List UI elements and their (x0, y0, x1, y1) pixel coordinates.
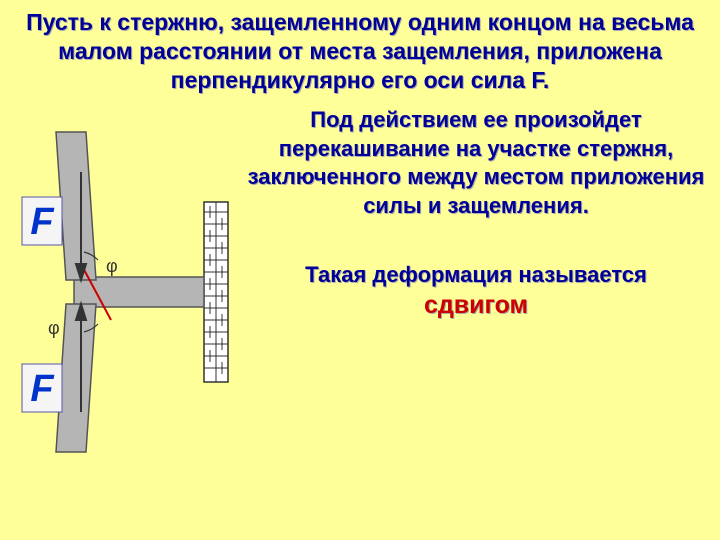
shear-diagram: F F φ φ (14, 102, 234, 482)
paragraph-definition: Такая деформация называется сдвигом (246, 261, 706, 322)
beam (74, 277, 204, 307)
svg-text:F: F (30, 201, 55, 243)
text-column: Под действием ее произойдет перекашивани… (246, 102, 706, 482)
definition-prefix: Такая деформация называется (305, 262, 647, 287)
phi-bottom: φ (48, 318, 60, 338)
phi-top: φ (106, 256, 118, 276)
force-label-top: F (22, 197, 62, 245)
paragraph-effect: Под действием ее произойдет перекашивани… (246, 106, 706, 220)
svg-text:F: F (30, 368, 55, 410)
shear-word: сдвигом (424, 291, 528, 319)
force-label-bottom: F (22, 364, 62, 412)
heading: Пусть к стержню, защемленному одним конц… (14, 8, 706, 94)
content-row: F F φ φ Под действием ее произойдет пере… (14, 102, 706, 482)
